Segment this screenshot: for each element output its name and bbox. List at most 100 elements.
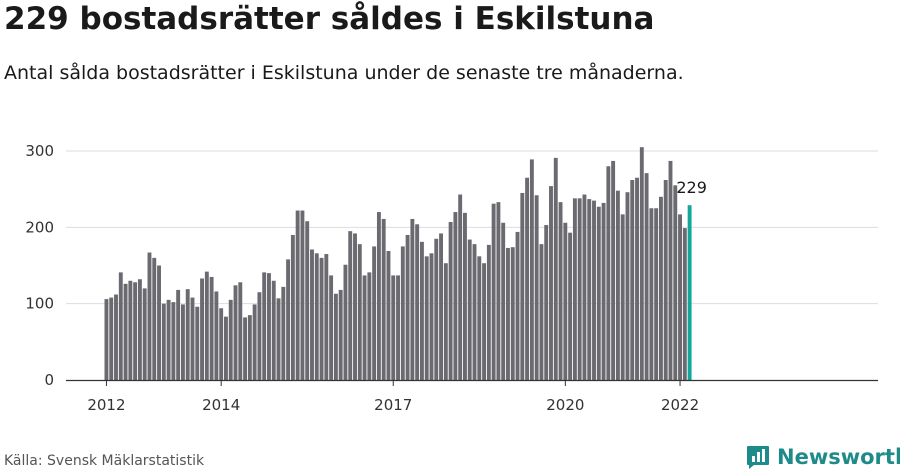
bar <box>376 212 381 380</box>
bar <box>252 304 257 380</box>
bar <box>238 282 243 380</box>
bar <box>520 192 525 380</box>
bar <box>635 177 639 380</box>
bar <box>176 289 181 380</box>
bar <box>577 198 582 380</box>
axes: 0 100 200 300 229 2012 2014 2017 2020 2022 <box>25 142 878 414</box>
x-tick-label: 2022 <box>661 396 699 414</box>
bar <box>267 273 271 380</box>
bar <box>463 212 467 380</box>
bar <box>510 247 515 380</box>
bar <box>348 231 353 380</box>
x-tick-label: 2020 <box>546 396 584 414</box>
bar <box>448 221 453 380</box>
bar <box>381 218 386 380</box>
bar <box>582 194 587 380</box>
bar <box>668 160 673 380</box>
gridlines <box>66 150 878 305</box>
x-tick-label: 2012 <box>87 396 125 414</box>
bar <box>434 238 439 380</box>
bar <box>673 185 678 380</box>
bar <box>506 247 510 380</box>
bar <box>678 214 682 380</box>
brand-name: Newsworthy <box>777 445 900 469</box>
bar <box>644 173 649 380</box>
bar <box>515 231 520 380</box>
bar-chart: 0 100 200 300 229 2012 2014 2017 2020 2022 <box>25 142 878 414</box>
bar <box>281 286 286 380</box>
bar <box>663 180 668 380</box>
bar <box>396 275 400 380</box>
x-tick-label: 2017 <box>374 396 412 414</box>
y-tick-label: 300 <box>25 142 54 160</box>
bar <box>353 233 357 380</box>
bar <box>658 196 663 380</box>
bar <box>601 202 606 380</box>
bar <box>529 159 534 380</box>
bar <box>419 241 424 380</box>
bar-highlight <box>687 205 692 380</box>
bar <box>171 302 176 380</box>
bar <box>224 316 228 380</box>
bar <box>410 218 415 380</box>
x-tick-label: 2014 <box>202 396 240 414</box>
bar <box>386 251 391 380</box>
bar <box>300 210 305 380</box>
bar <box>424 256 429 380</box>
bar <box>472 244 477 380</box>
bar <box>128 280 133 380</box>
bar <box>310 249 314 380</box>
bar <box>400 246 405 380</box>
bar <box>104 299 109 380</box>
bar <box>180 304 185 380</box>
bar <box>620 214 625 380</box>
bar <box>615 190 620 380</box>
bar <box>544 225 549 380</box>
bar <box>372 246 377 380</box>
bar <box>501 222 506 380</box>
bar <box>682 228 687 380</box>
bar <box>324 254 329 380</box>
bar <box>391 275 396 380</box>
bar <box>639 147 644 380</box>
source-note: Källa: Svensk Mäklarstatistik <box>4 453 205 469</box>
bar <box>553 157 558 380</box>
bar <box>247 315 252 380</box>
bar <box>204 271 209 380</box>
bar <box>271 280 276 380</box>
bar <box>625 192 630 380</box>
bar <box>262 272 267 380</box>
bar <box>133 282 138 380</box>
bar <box>200 278 204 380</box>
highlight-value-label: 229 <box>676 178 707 197</box>
bar <box>539 244 544 380</box>
bar <box>118 272 123 380</box>
bar <box>343 264 348 380</box>
bar <box>467 239 472 380</box>
bar <box>219 308 224 380</box>
newsworthy-logo-icon <box>747 446 769 469</box>
brand-logo[interactable]: Newsworthy <box>745 442 900 472</box>
bar <box>558 202 563 380</box>
bar <box>549 186 553 380</box>
bar <box>534 195 539 380</box>
page-title: 229 bostadsrätter såldes i Eskilstuna <box>4 1 655 37</box>
bar <box>429 253 434 380</box>
bar <box>592 200 596 380</box>
bar <box>563 222 568 380</box>
y-tick-label: 0 <box>44 371 54 389</box>
bar <box>257 292 262 380</box>
bar <box>357 244 362 380</box>
bar <box>333 293 338 380</box>
bar <box>195 306 200 380</box>
bar <box>606 166 611 380</box>
bar <box>109 297 114 380</box>
bar <box>596 206 601 380</box>
bar <box>290 234 295 380</box>
bar <box>123 283 128 380</box>
bar <box>147 252 152 380</box>
bar <box>654 208 659 380</box>
bar <box>496 202 501 380</box>
bar <box>405 234 410 380</box>
bar <box>305 221 310 380</box>
